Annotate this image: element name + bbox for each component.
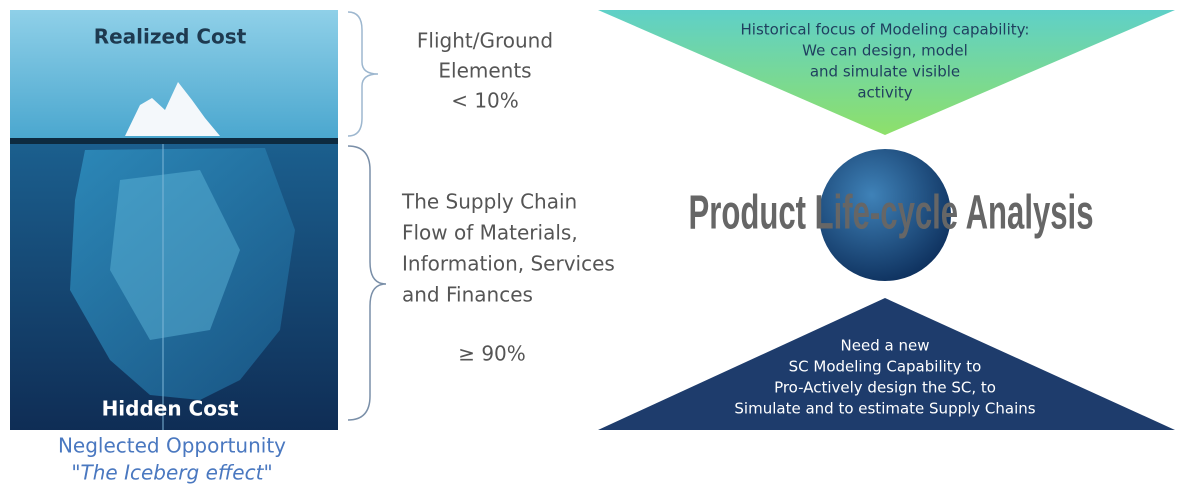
brace [348, 12, 378, 136]
share: ≥ 90% [458, 342, 526, 366]
bracket-text: Flow of Materials, [402, 221, 578, 245]
bottom-label: Hidden Cost [102, 397, 239, 421]
triangle-text: Simulate and to estimate Supply Chains [734, 400, 1035, 418]
bracket-text: Information, Services [402, 252, 615, 276]
caption: "The Iceberg effect" [71, 461, 272, 485]
bracket-text: Flight/Ground [417, 29, 553, 53]
triangle-text: We can design, model [802, 42, 968, 60]
triangle-text: Historical focus of Modeling capability: [741, 21, 1030, 39]
triangle-text: Pro-Actively design the SC, to [774, 379, 996, 397]
bracket-text: The Supply Chain [401, 190, 577, 214]
triangle-text: SC Modeling Capability to [789, 358, 982, 376]
triangle-text: and simulate visible [810, 63, 960, 81]
bracket-text: Elements [438, 59, 531, 83]
iceberg-image [10, 10, 338, 430]
bracket-text: < 10% [451, 89, 519, 113]
center-label: Product Life-cycle Analysis [689, 187, 1094, 240]
triangle-text: activity [857, 84, 912, 102]
triangle-text: Need a new [841, 337, 930, 355]
caption: Neglected Opportunity [58, 434, 286, 458]
top-label: Realized Cost [94, 25, 247, 49]
bracket-text: and Finances [402, 283, 533, 307]
diagram: Realized Cost Hidden Cost Neglected Oppo… [0, 0, 1177, 490]
brace [348, 146, 386, 420]
